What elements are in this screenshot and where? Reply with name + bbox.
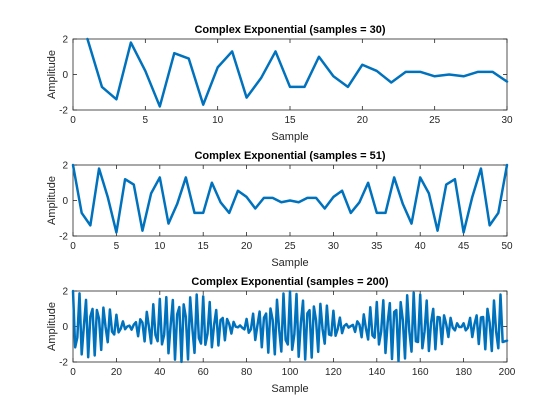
subplot-3-xlabel: Sample xyxy=(271,383,308,395)
x-tick-label: 10 xyxy=(154,241,166,252)
y-tick-label: 2 xyxy=(62,161,68,172)
subplot-2-ticks: 0 5 10 15 20 25 30 35 40 45 50-202 xyxy=(59,161,513,253)
x-tick-label: 5 xyxy=(143,115,149,126)
x-tick-label: 25 xyxy=(429,115,441,126)
x-tick-label: 60 xyxy=(198,367,210,378)
x-tick-label: 5 xyxy=(114,241,120,252)
subplot-2-series-line xyxy=(71,163,509,234)
subplot-1-series-line xyxy=(86,37,509,108)
subplot-3-series-line xyxy=(71,289,509,364)
y-tick-label: -2 xyxy=(59,106,68,117)
x-tick-label: 20 xyxy=(111,367,123,378)
subplot-1-title: Complex Exponential (samples = 30) xyxy=(194,24,385,36)
x-tick-label: 30 xyxy=(501,115,513,126)
subplot-1: Complex Exponential (samples = 30) Sampl… xyxy=(46,24,513,143)
subplot-2-ylabel: Amplitude xyxy=(46,176,58,225)
x-tick-label: 40 xyxy=(154,367,166,378)
subplot-1-ticks: 0 5 10 15 20 25 30-202 xyxy=(59,35,513,127)
x-tick-label: 20 xyxy=(241,241,253,252)
x-tick-label: 45 xyxy=(458,241,470,252)
x-tick-label: 0 xyxy=(70,115,76,126)
y-tick-label: 0 xyxy=(62,70,68,81)
x-tick-label: 50 xyxy=(501,241,513,252)
x-tick-label: 15 xyxy=(284,115,296,126)
subplot-2: Complex Exponential (samples = 51) Sampl… xyxy=(46,150,513,269)
subplot-3: Complex Exponential (samples = 200) Samp… xyxy=(46,276,516,395)
subplot-2-title: Complex Exponential (samples = 51) xyxy=(194,150,385,162)
x-tick-label: 0 xyxy=(70,241,76,252)
subplot-3-ylabel: Amplitude xyxy=(46,302,58,351)
x-tick-label: 200 xyxy=(499,367,516,378)
subplot-3-title: Complex Exponential (samples = 200) xyxy=(191,276,388,288)
x-tick-label: 0 xyxy=(70,367,76,378)
x-tick-label: 140 xyxy=(368,367,385,378)
x-tick-label: 15 xyxy=(198,241,210,252)
y-tick-label: -2 xyxy=(59,232,68,243)
x-tick-label: 80 xyxy=(241,367,253,378)
subplot-3-ticks: 0 20 40 60 80 100 120 140 160 180 200-202 xyxy=(59,287,516,379)
x-tick-label: 25 xyxy=(284,241,296,252)
x-tick-label: 40 xyxy=(415,241,427,252)
subplot-2-xlabel: Sample xyxy=(271,257,308,269)
subplot-1-ylabel: Amplitude xyxy=(46,50,58,99)
axes-box-1 xyxy=(72,38,508,111)
y-tick-label: 0 xyxy=(62,196,68,207)
x-tick-label: 160 xyxy=(412,367,429,378)
y-tick-label: 2 xyxy=(62,287,68,298)
y-tick-label: -2 xyxy=(59,358,68,369)
x-tick-label: 35 xyxy=(371,241,383,252)
x-tick-label: 100 xyxy=(282,367,299,378)
y-tick-label: 2 xyxy=(62,35,68,46)
x-tick-label: 120 xyxy=(325,367,342,378)
x-tick-label: 10 xyxy=(212,115,224,126)
x-tick-label: 30 xyxy=(328,241,340,252)
y-tick-label: 0 xyxy=(62,322,68,333)
x-tick-label: 180 xyxy=(455,367,472,378)
subplot-1-xlabel: Sample xyxy=(271,131,308,143)
x-tick-label: 20 xyxy=(357,115,369,126)
